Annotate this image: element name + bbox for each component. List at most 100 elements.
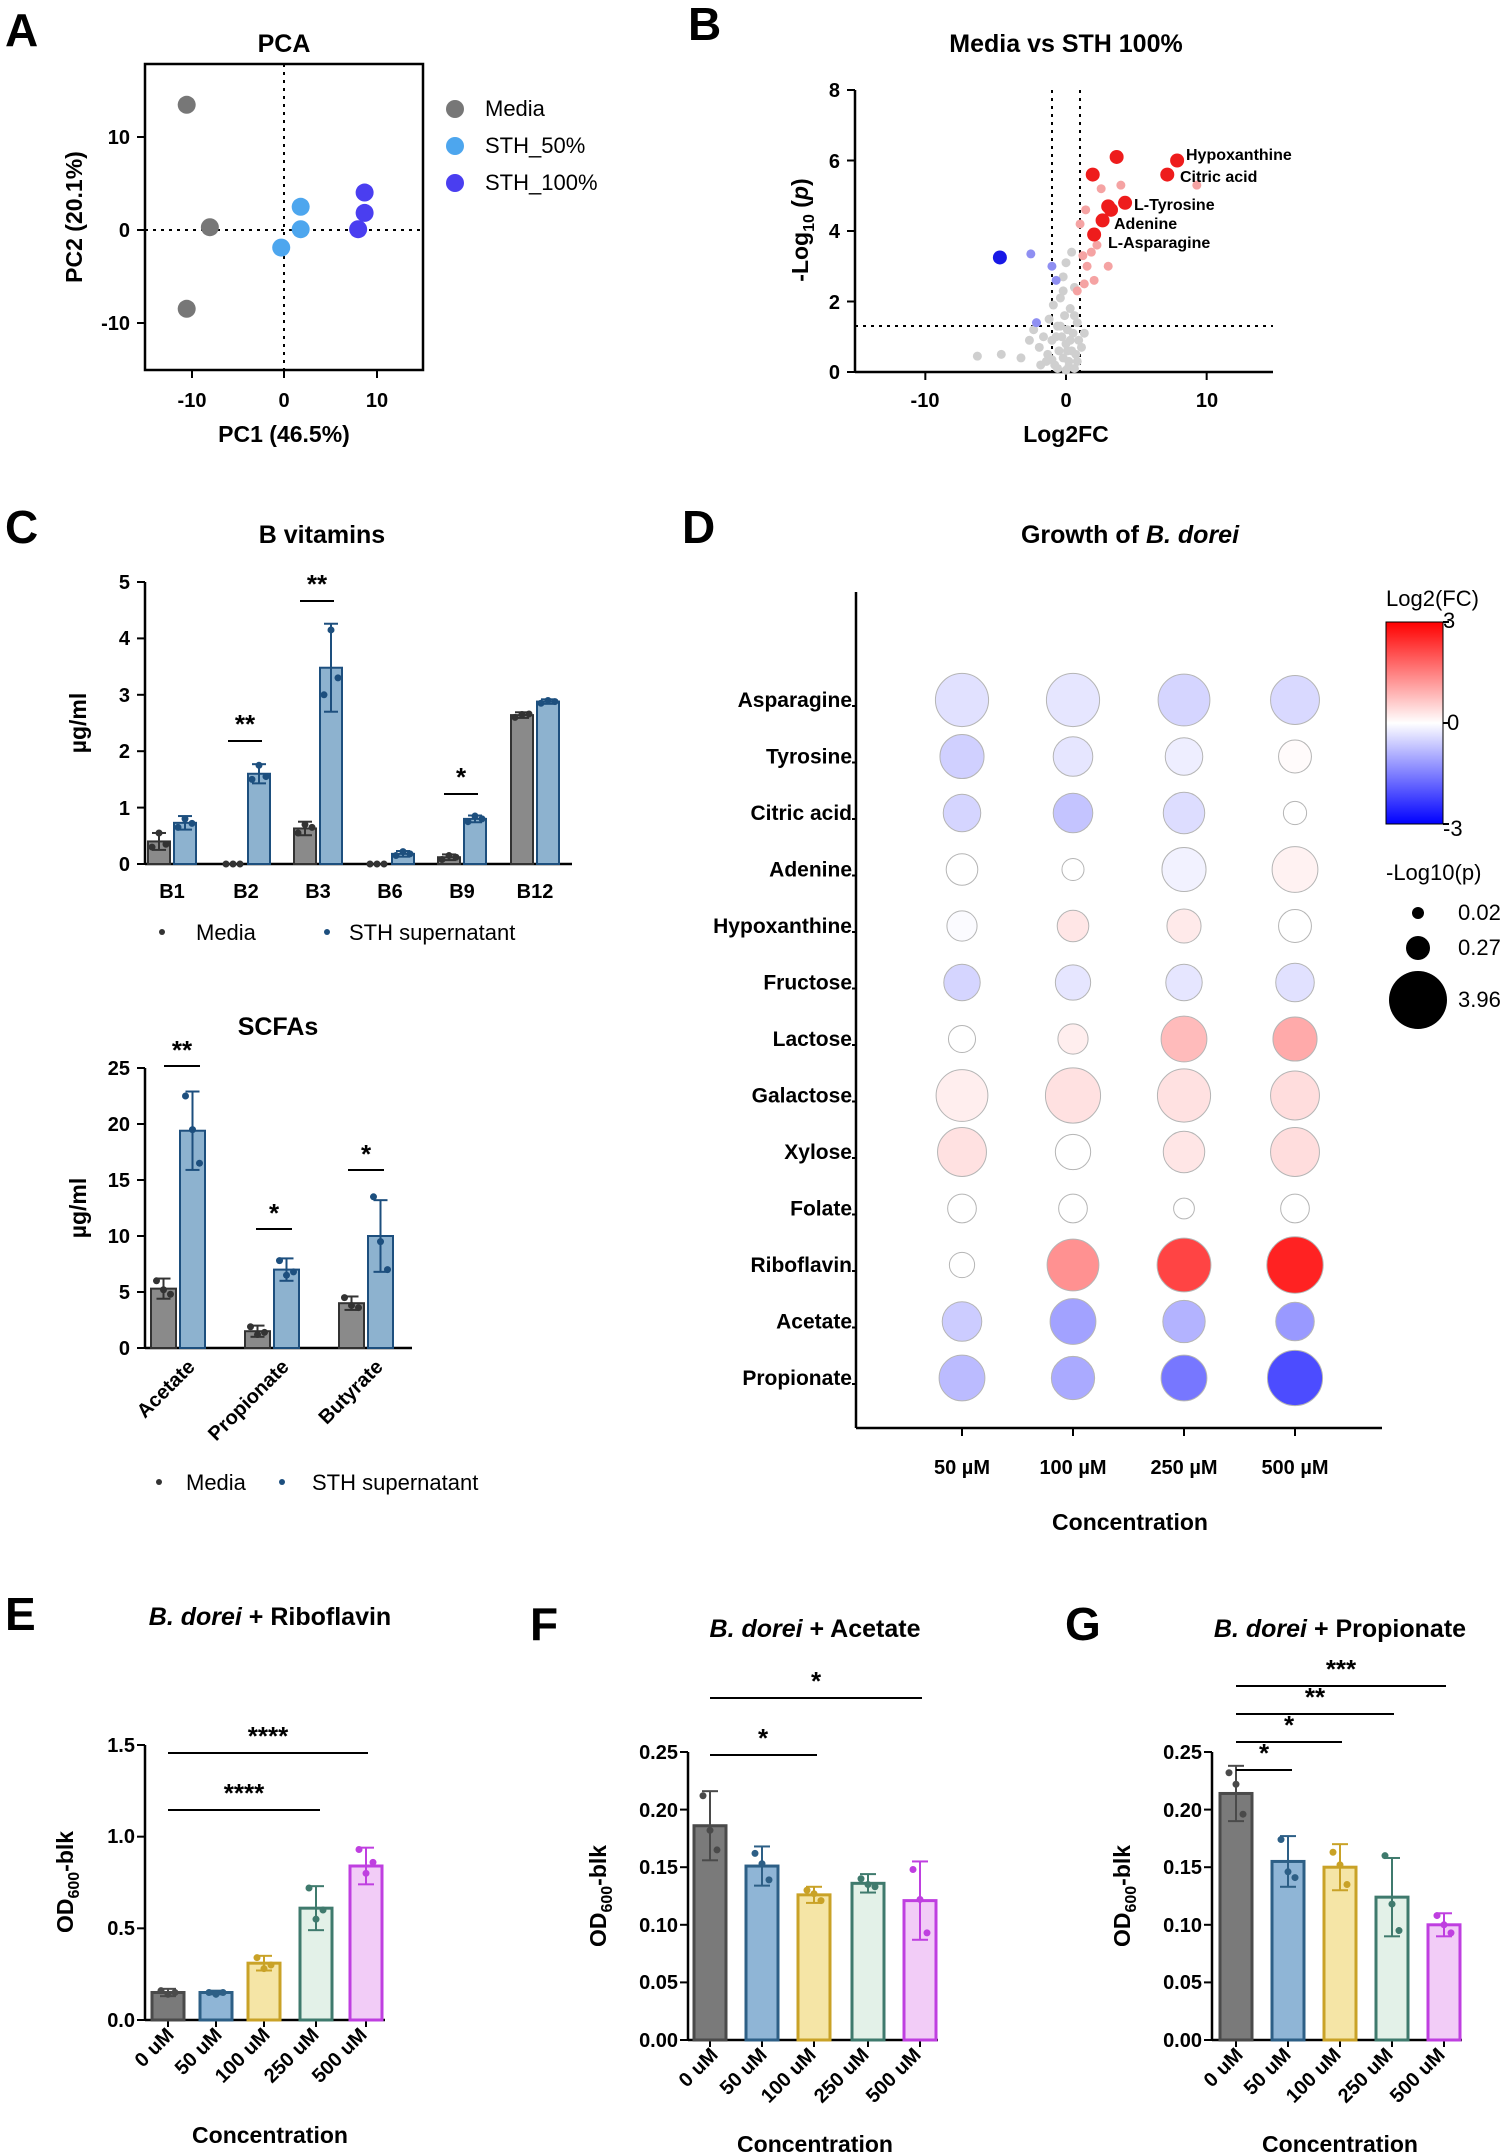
bubble-propionate-500um [1266, 1349, 1324, 1407]
size-legend-marker-medium [1406, 936, 1430, 960]
propionate-500uM-point-3 [1447, 1929, 1455, 1937]
volcano-point-ns-28 [1074, 335, 1084, 345]
volcano-y-tick-4: 2 [829, 292, 840, 314]
bubble-riboflavin-250um [1156, 1237, 1212, 1293]
bvit-legend-sth: STH supernatant [349, 920, 515, 945]
scfa-butyrate-media-point-1 [341, 1294, 348, 1302]
pca-x-tick-2: 0 [278, 390, 289, 412]
bubble-acetate-250um [1162, 1299, 1206, 1344]
bubble-row-label-fructose: Fructose [763, 972, 852, 995]
scfa-y-tick-5: 5 [119, 1282, 130, 1304]
scfa-sig-label-acetate: ** [172, 1035, 193, 1065]
colorbar-label-max: 3 [1443, 608, 1455, 633]
bvit-b9-sth-point-2 [471, 812, 479, 820]
scfa-sig-label-propionate: * [269, 1198, 280, 1228]
propionate-y-tick-6: 0.00 [1163, 2030, 1202, 2052]
size-legend-marker-small [1412, 907, 1424, 919]
scfa-sig-label-butyrate: * [361, 1139, 372, 1169]
bubble-title: Growth of B. dorei [1021, 521, 1240, 549]
bvit-b2-sth-point-3 [262, 773, 270, 781]
scfa-butyrate-media-point-2 [348, 1301, 355, 1309]
bubble-row-label-acetate: Acetate [776, 1311, 852, 1334]
scfa-acetate-media-point-1 [153, 1277, 160, 1285]
panel-e: E B. dorei + Riboflavin 1.5 1.0 0.5 0.0 … [5, 1588, 391, 2148]
acetate-x-tick-500: 500 uM [862, 2044, 926, 2108]
bubble-folate-500um [1280, 1193, 1310, 1224]
bvit-y-tick-4: 2 [119, 741, 130, 763]
scfa-butyrate-media-point-3 [355, 1304, 362, 1312]
bvit-x-tick-b1: B1 [159, 881, 185, 903]
acetate-y-axis-label: OD600-blk [585, 1845, 616, 1947]
volcano-point-ns-26 [1071, 349, 1081, 359]
bubble-adenine-50um [945, 853, 979, 886]
scfa-legend: Media STH supernatant [156, 1470, 478, 1495]
bubble-col-label-100um: 100 µM [1039, 1457, 1106, 1479]
scfa-y-tick-3: 15 [108, 1170, 130, 1192]
riboflavin-100uM-point-3 [267, 1961, 275, 1969]
bubble-row-label-galactose: Galactose [752, 1085, 852, 1108]
bubble-cells [934, 672, 1324, 1407]
bubble-folate-50um [947, 1193, 977, 1224]
bvit-b6-media-point-2 [373, 860, 381, 868]
colorbar-title: Log2(FC) [1386, 586, 1479, 611]
acetate-y-tick-4: 0.10 [639, 1915, 678, 1937]
riboflavin-0uM-point-3 [171, 1989, 179, 1996]
pca-point-sth-100--3 [349, 220, 368, 239]
acetate-500uM-point-3 [923, 1929, 931, 1937]
volcano-point-up-1 [1096, 184, 1106, 194]
pca-point-sth-50--3 [291, 220, 310, 239]
bubble-hypoxanthine-100um [1056, 909, 1090, 943]
legend-marker-sth100 [446, 174, 464, 192]
bvit-y-tick-1: 5 [119, 572, 130, 594]
bvit-b9-sth-point-3 [478, 815, 486, 823]
bvit-b9-media-point-1 [438, 855, 446, 863]
legend-label-media: Media [485, 96, 546, 121]
volcano-annotation-l-tyrosine: L-Tyrosine [1134, 197, 1215, 214]
bubble-row-label-lactose: Lactose [773, 1028, 852, 1051]
bubble-hypoxanthine-50um [946, 910, 978, 942]
propionate-0uM-bar [1218, 1791, 1254, 2042]
propionate-500uM-bar [1426, 1923, 1462, 2042]
volcano-point-up-4 [1081, 205, 1091, 215]
volcano-point-up-11 [1089, 275, 1099, 285]
volcano-point-hypoxanthine [1170, 153, 1185, 168]
propionate-y-tick-1: 0.25 [1163, 1742, 1202, 1764]
volcano-y-axis-label: -Log10 (p) [787, 178, 818, 281]
panel-label-e: E [5, 1588, 36, 1640]
panel-label-b: B [688, 0, 721, 50]
volcano-x-tick-1: -10 [911, 390, 940, 412]
pca-points [177, 95, 374, 318]
volcano-x-tick-3: 10 [1196, 390, 1218, 412]
bubble-propionate-100um [1050, 1355, 1096, 1401]
propionate-y-axis-label: OD600-blk [1109, 1845, 1140, 1947]
volcano-point-ns-9 [1044, 314, 1054, 324]
scfa-propionate-sth-point-3 [290, 1268, 297, 1276]
volcano-point-up-3 [1192, 180, 1202, 190]
scfa-butyrate-sth-point-2 [377, 1238, 384, 1246]
colorbar-gradient [1385, 621, 1444, 825]
bvit-b1-media-point-1 [148, 843, 156, 851]
riboflavin-500uM-point-1 [355, 1846, 363, 1853]
bubble-hypoxanthine-500um [1278, 909, 1312, 943]
volcano-point-ns-32 [1053, 363, 1063, 373]
scfa-x-tick-propionate: Propionate [204, 1356, 293, 1445]
propionate-sig-label-500: *** [1326, 1654, 1357, 1684]
size-legend-label-large: 3.96 [1458, 987, 1501, 1012]
scfa-x-tick-acetate: Acetate [133, 1356, 200, 1423]
bubble-propionate-50um [938, 1354, 986, 1402]
bubble-adenine-100um [1061, 857, 1085, 882]
bubble-col-labels: 50 µM 100 µM 250 µM 500 µM [934, 1457, 1329, 1479]
bubble-hypoxanthine-250um [1166, 908, 1202, 944]
riboflavin-500uM-point-2 [362, 1869, 370, 1877]
acetate-x-axis-label: Concentration [737, 2131, 893, 2155]
bvit-legend-media: Media [196, 920, 257, 945]
volcano-point-ns-35 [1069, 363, 1079, 373]
propionate-0uM-point-2 [1232, 1780, 1240, 1788]
bvit-x-tick-b9: B9 [449, 881, 475, 903]
acetate-y-tick-5: 0.05 [639, 1972, 678, 1994]
acetate-0uM-point-3 [713, 1846, 721, 1854]
bvit-b12-sth-bar [536, 700, 560, 865]
bvit-legend-marker-sth [324, 929, 330, 935]
volcano-point-up-6 [1092, 240, 1102, 250]
volcano-point-ns-29 [1061, 258, 1071, 268]
